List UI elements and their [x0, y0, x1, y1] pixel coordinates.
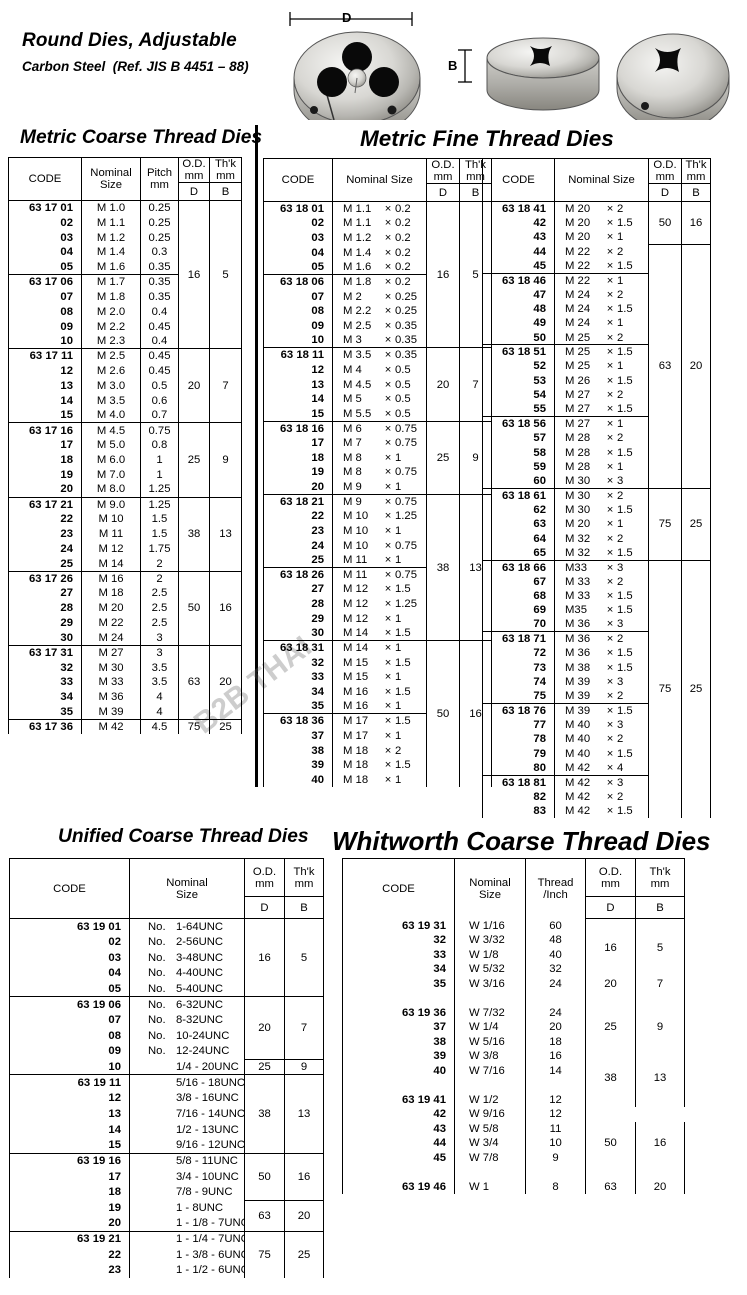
svg-text:B: B [448, 58, 457, 73]
svg-text:D: D [342, 10, 351, 25]
